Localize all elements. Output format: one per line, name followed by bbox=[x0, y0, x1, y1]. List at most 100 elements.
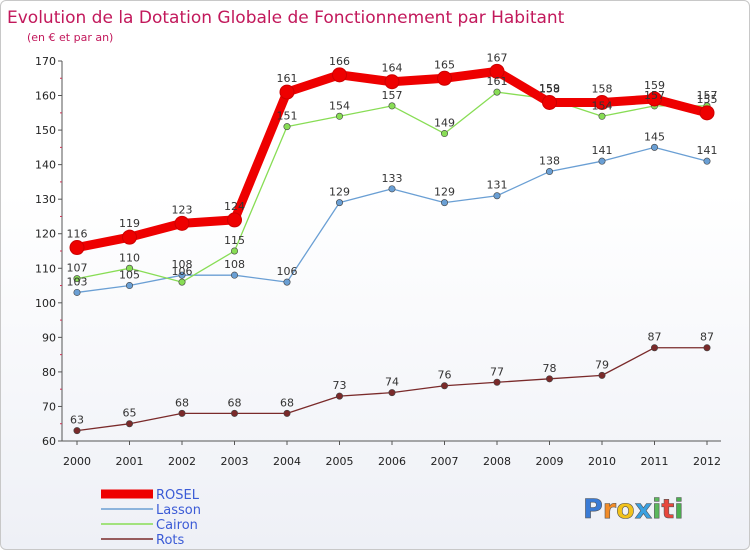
data-point bbox=[126, 264, 134, 272]
data-point bbox=[231, 409, 239, 417]
data-label: 154 bbox=[329, 99, 350, 112]
data-point bbox=[335, 392, 343, 400]
data-label: 159 bbox=[644, 79, 665, 92]
data-point bbox=[440, 130, 448, 138]
x-tick-label: 2002 bbox=[168, 455, 196, 468]
data-point bbox=[437, 70, 452, 86]
data-label: 65 bbox=[123, 407, 137, 420]
data-label: 106 bbox=[277, 265, 298, 278]
data-point bbox=[227, 212, 242, 228]
proxiti-logo: Proxiti bbox=[583, 494, 684, 526]
data-point bbox=[440, 199, 448, 207]
data-point bbox=[73, 288, 81, 296]
data-label: 149 bbox=[434, 117, 455, 130]
data-point bbox=[440, 382, 448, 390]
data-label: 116 bbox=[67, 228, 88, 241]
data-point bbox=[594, 94, 610, 110]
data-point bbox=[493, 88, 501, 96]
data-label: 74 bbox=[385, 376, 399, 389]
data-point bbox=[388, 102, 396, 110]
data-point bbox=[73, 427, 81, 435]
data-point bbox=[69, 240, 85, 256]
x-tick-label: 2001 bbox=[116, 455, 144, 468]
data-point bbox=[598, 157, 606, 165]
y-tick-label: 160 bbox=[35, 90, 56, 103]
data-point bbox=[493, 378, 501, 386]
data-label: 87 bbox=[648, 331, 662, 344]
data-point bbox=[178, 278, 186, 286]
y-tick-label: 130 bbox=[35, 193, 56, 206]
data-label: 154 bbox=[592, 99, 613, 112]
data-point bbox=[493, 192, 501, 200]
data-label: 108 bbox=[172, 258, 193, 271]
data-point bbox=[178, 271, 186, 279]
data-label: 166 bbox=[329, 55, 350, 68]
legend-item-rots: Rots bbox=[101, 533, 184, 548]
data-point bbox=[384, 74, 400, 90]
data-label: 133 bbox=[382, 172, 403, 185]
data-point bbox=[647, 91, 662, 107]
data-point bbox=[542, 94, 557, 110]
data-point bbox=[650, 143, 658, 151]
x-tick-label: 2012 bbox=[693, 455, 721, 468]
y-tick-label: 170 bbox=[35, 55, 56, 68]
x-tick-label: 2003 bbox=[221, 455, 249, 468]
data-label: 119 bbox=[119, 217, 140, 230]
data-point bbox=[703, 157, 711, 165]
data-point bbox=[283, 278, 291, 286]
chart-subtitle: (en € et par an) bbox=[27, 31, 113, 44]
data-label: 159 bbox=[539, 82, 560, 95]
data-label: 157 bbox=[644, 89, 665, 102]
data-label: 161 bbox=[277, 72, 298, 85]
data-label: 155 bbox=[697, 93, 718, 106]
data-point bbox=[178, 409, 186, 417]
data-label: 103 bbox=[67, 275, 88, 288]
data-label: 129 bbox=[434, 186, 455, 199]
data-point bbox=[73, 275, 81, 283]
data-point bbox=[126, 282, 134, 290]
data-label: 167 bbox=[487, 51, 508, 64]
y-tick-label: 60 bbox=[42, 435, 56, 448]
series-rosel bbox=[69, 63, 715, 256]
legend-label: Lasson bbox=[156, 503, 201, 518]
data-label: 131 bbox=[487, 179, 508, 192]
chart-title: Evolution de la Dotation Globale de Fonc… bbox=[7, 8, 565, 28]
data-point bbox=[699, 105, 715, 121]
series-rots bbox=[73, 344, 711, 435]
data-point bbox=[283, 409, 291, 417]
data-point bbox=[335, 112, 343, 120]
data-label: 115 bbox=[224, 234, 245, 247]
x-tick-label: 2007 bbox=[431, 455, 459, 468]
data-label: 141 bbox=[697, 144, 718, 157]
data-label: 107 bbox=[67, 262, 88, 275]
legend-label: Rots bbox=[156, 533, 184, 548]
data-point bbox=[598, 371, 606, 379]
data-point bbox=[231, 247, 239, 255]
data-label: 157 bbox=[697, 89, 718, 102]
data-label: 78 bbox=[543, 362, 557, 375]
data-point bbox=[335, 199, 343, 207]
data-label: 145 bbox=[644, 130, 665, 143]
data-label: 63 bbox=[70, 414, 84, 427]
legend-label: ROSEL bbox=[156, 488, 200, 503]
data-label: 151 bbox=[277, 110, 298, 123]
data-point bbox=[388, 389, 396, 397]
series-cairon bbox=[73, 88, 711, 286]
data-label: 161 bbox=[487, 75, 508, 88]
y-tick-label: 70 bbox=[42, 400, 56, 413]
legend-item-lasson: Lasson bbox=[101, 503, 201, 518]
data-label: 68 bbox=[175, 396, 189, 409]
data-point bbox=[545, 375, 553, 383]
data-label: 87 bbox=[700, 331, 714, 344]
data-label: 129 bbox=[329, 186, 350, 199]
legend-label: Cairon bbox=[156, 518, 198, 533]
data-point bbox=[489, 63, 505, 79]
data-label: 138 bbox=[539, 155, 560, 168]
data-point bbox=[279, 84, 295, 100]
x-tick-label: 2011 bbox=[641, 455, 669, 468]
data-point bbox=[122, 229, 137, 245]
logo-wordmark: Proxiti bbox=[583, 494, 684, 525]
data-label: 68 bbox=[280, 396, 294, 409]
